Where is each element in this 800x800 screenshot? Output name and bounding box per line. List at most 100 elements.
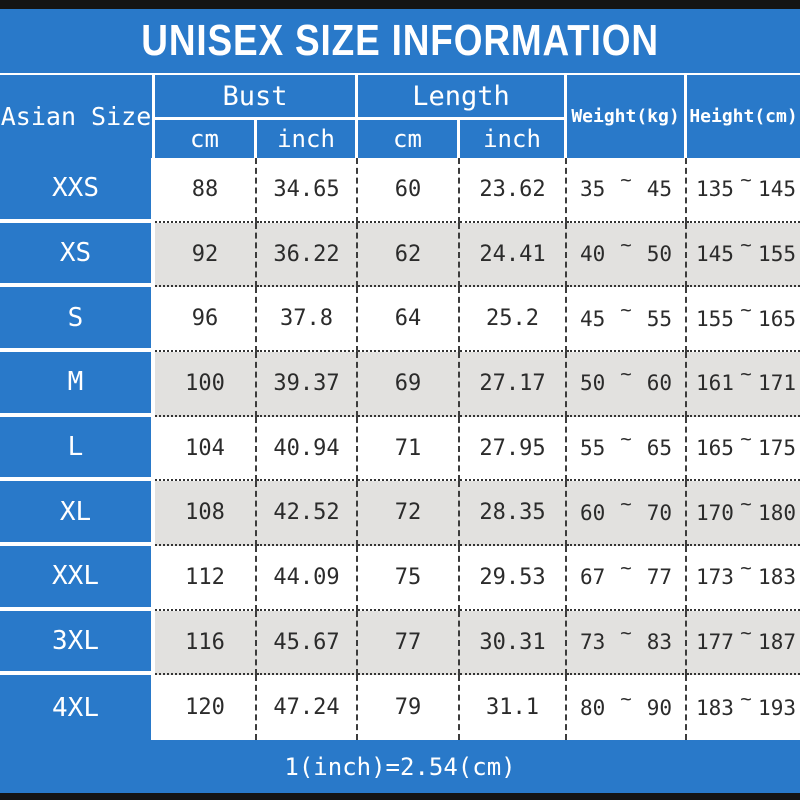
length-inch-cell: 25.2 <box>460 287 567 353</box>
cell-value: 47.24 <box>273 695 340 721</box>
bottom-black-bar <box>0 793 800 800</box>
tilde-separator: ~ <box>620 234 632 256</box>
tilde-separator: ~ <box>740 298 752 321</box>
cell-value: 28.35 <box>479 500 546 526</box>
size-label: XXS <box>52 173 99 204</box>
tilde-separator: ~ <box>740 492 752 515</box>
weight-range-cell: 60 ~ 70 <box>567 481 687 547</box>
cell-value: 29.53 <box>479 564 546 590</box>
range-max: 145 <box>758 177 796 202</box>
length-cm-cell: 60 <box>358 158 460 223</box>
weight-range-cell: 45 ~ 55 <box>567 287 687 353</box>
range-max: 165 <box>758 306 796 331</box>
cell-value: 24.41 <box>479 241 546 267</box>
cell-value: 30.31 <box>479 629 546 655</box>
bust-inch-cell: 39.37 <box>257 352 358 417</box>
cell-value: 100 <box>185 370 225 396</box>
table-row: S 96 37.8 64 25.2 45 ~ 55 155 ~ 165 <box>0 287 800 353</box>
cell-value: 77 <box>394 629 422 655</box>
length-inch-cell: 28.35 <box>460 481 567 547</box>
column-header-weight: Weight(kg) <box>567 75 687 158</box>
range-min: 50 <box>580 371 606 396</box>
bust-inch-cell: 36.22 <box>257 222 358 288</box>
length-inch-cell: 29.53 <box>460 546 567 611</box>
bust-inch-cell: 45.67 <box>257 610 358 676</box>
bust-cm-cell: 92 <box>155 222 257 288</box>
range-min: 170 <box>696 500 734 525</box>
table-body: XXS 88 34.65 60 23.62 35 ~ 45 135 ~ 145 … <box>0 158 800 741</box>
height-range-cell: 135 ~ 145 <box>687 158 800 223</box>
cell-value: 71 <box>394 435 422 461</box>
size-label-cell: 4XL <box>0 675 155 741</box>
range-min: 135 <box>696 177 734 202</box>
bust-cm-cell: 104 <box>155 416 257 482</box>
cell-value: 60 <box>394 176 422 202</box>
cell-value: 25.2 <box>486 306 539 332</box>
range-max: 90 <box>646 695 672 720</box>
size-label-cell: XXS <box>0 158 155 223</box>
bust-inch-cell: 40.94 <box>257 416 358 482</box>
length-cm-cell: 64 <box>358 287 460 353</box>
tilde-separator: ~ <box>620 492 632 515</box>
cell-value: 37.8 <box>280 306 333 332</box>
range-min: 45 <box>580 306 606 331</box>
bust-cm-cell: 116 <box>155 610 257 676</box>
range-max: 183 <box>758 565 796 590</box>
cell-value: 27.95 <box>479 435 546 461</box>
cell-value: 23.62 <box>479 176 546 202</box>
column-header-length-inch: inch <box>483 125 541 153</box>
range-max: 175 <box>758 436 796 461</box>
height-range-cell: 183 ~ 193 <box>687 675 800 741</box>
size-label-cell: XS <box>0 222 155 288</box>
length-cm-cell: 79 <box>358 675 460 741</box>
footer-note-band: 1(inch)=2.54(cm) <box>0 740 800 793</box>
size-label-cell: XL <box>0 481 155 547</box>
range-min: 165 <box>696 436 734 461</box>
page-title: UNISEX SIZE INFORMATION <box>141 16 659 65</box>
range-max: 65 <box>646 436 672 461</box>
length-inch-cell: 31.1 <box>460 675 567 741</box>
bust-cm-cell: 112 <box>155 546 257 611</box>
cell-value: 64 <box>394 306 422 332</box>
table-row: XS 92 36.22 62 24.41 40 ~ 50 145 ~ 155 <box>0 222 800 288</box>
column-header-bust-inch: inch <box>277 125 335 153</box>
column-group-length: Length cm inch <box>358 75 567 158</box>
cell-value: 36.22 <box>273 241 340 267</box>
column-header-bust-cm: cm <box>155 120 257 158</box>
tilde-separator: ~ <box>620 363 632 386</box>
size-label-cell: 3XL <box>0 610 155 676</box>
range-max: 155 <box>758 242 796 266</box>
column-header-bust: Bust <box>155 75 355 120</box>
bust-cm-cell: 100 <box>155 352 257 417</box>
column-header-asian-size: Asian Size <box>0 75 155 158</box>
range-max: 70 <box>646 500 672 525</box>
height-range-cell: 177 ~ 187 <box>687 610 800 676</box>
length-unit-headers: cm inch <box>358 120 564 158</box>
cell-value: 27.17 <box>479 370 546 396</box>
cell-value: 108 <box>185 500 225 526</box>
bust-inch-cell: 34.65 <box>257 158 358 223</box>
cell-value: 34.65 <box>273 176 340 202</box>
table-row: 3XL 116 45.67 77 30.31 73 ~ 83 177 ~ 187 <box>0 610 800 676</box>
weight-range-cell: 35 ~ 45 <box>567 158 687 223</box>
bust-unit-headers: cm inch <box>155 120 355 158</box>
bust-inch-cell: 47.24 <box>257 675 358 741</box>
range-max: 180 <box>758 500 796 525</box>
bust-inch-cell: 44.09 <box>257 546 358 611</box>
height-range-cell: 155 ~ 165 <box>687 287 800 353</box>
tilde-separator: ~ <box>740 557 752 580</box>
cell-value: 112 <box>185 564 225 590</box>
tilde-separator: ~ <box>620 557 632 580</box>
range-min: 161 <box>696 371 734 396</box>
weight-range-cell: 80 ~ 90 <box>567 675 687 741</box>
title-band: UNISEX SIZE INFORMATION <box>0 9 800 75</box>
range-min: 73 <box>580 630 606 655</box>
weight-range-cell: 40 ~ 50 <box>567 222 687 288</box>
cell-value: 92 <box>191 241 219 267</box>
height-range-cell: 161 ~ 171 <box>687 352 800 417</box>
tilde-separator: ~ <box>740 428 752 451</box>
table-row: XL 108 42.52 72 28.35 60 ~ 70 170 ~ 180 <box>0 481 800 547</box>
length-cm-cell: 75 <box>358 546 460 611</box>
range-min: 177 <box>696 630 734 655</box>
